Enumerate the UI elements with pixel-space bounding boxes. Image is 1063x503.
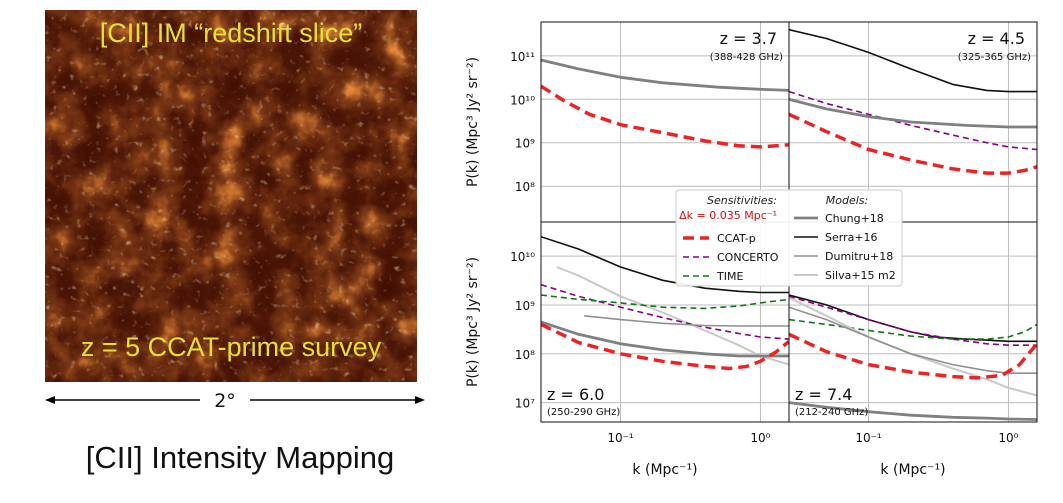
panel-frequency-label: (250-290 GHz) [547, 407, 620, 418]
scale-label: 2° [214, 390, 236, 412]
panel-z-label: z = 7.4 [795, 385, 852, 404]
intensity-map-image [45, 10, 417, 382]
series-line-chung [789, 97, 1037, 129]
y-tick-label: 10⁹ [515, 137, 535, 151]
y-tick-label: 10⁸ [515, 180, 535, 194]
y-tick-label: 10⁹ [515, 299, 535, 313]
series-line-time [541, 294, 789, 310]
power-spectrum-plots: 10⁸ 10⁹ 10¹⁰ 10¹¹ z = 3.7 (388-428 GHz) z = 4.… [465, 21, 1038, 478]
series-line-dumitru [584, 315, 789, 327]
panel-frequency-label: (388-428 GHz) [710, 52, 783, 63]
series-line-concerto [789, 295, 1037, 347]
series-line-silva [556, 266, 789, 366]
cii-intensity-map: [CII] IM “redshift slice” z = 5 CCAT-pri… [45, 10, 417, 382]
panel-z-label: z = 6.0 [547, 385, 604, 404]
panel-frequency-label: (212-240 GHz) [795, 407, 868, 418]
angular-scale-bar: 2° [45, 390, 425, 412]
series-line-concerto [789, 90, 1037, 151]
series-line-chung [789, 401, 1037, 421]
y-tick-label: 10¹¹ [510, 50, 535, 64]
legend-delta-k: Δk = 0.035 Mpc⁻¹ [679, 209, 777, 222]
series-line-time [789, 318, 1037, 340]
panel-frequency-label: (325-365 GHz) [958, 52, 1031, 63]
y-tick-label: 10¹⁰ [510, 250, 535, 264]
legend-models-title: Models: [826, 194, 868, 207]
legend-label-time: TIME [716, 270, 743, 283]
series-line-ccatp [789, 112, 1037, 175]
map-title: [CII] IM “redshift slice” [99, 18, 363, 48]
legend-label-chung: Chung+18 [825, 212, 884, 225]
arrow-right-icon [415, 396, 425, 404]
series-line-ccatp [541, 84, 789, 149]
x-axis-label: k (Mpc⁻¹) [880, 462, 945, 478]
x-tick-label: 10⁻¹ [607, 431, 634, 445]
series-line-ccatp [789, 332, 1037, 380]
y-tick-label: 10⁷ [515, 397, 535, 411]
panel-frame [788, 221, 1038, 423]
legend-label-dumitru: Dumitru+18 [825, 250, 893, 263]
legend-label-silva: Silva+15 m2 [825, 269, 896, 282]
x-tick-label: 10⁰ [998, 431, 1018, 445]
panel-z-label: z = 3.7 [720, 29, 777, 48]
x-tick-label: 10⁻¹ [855, 431, 882, 445]
series-line-serra [789, 294, 1037, 343]
series-line-ccatp [541, 322, 789, 371]
series-line-concerto [541, 283, 789, 340]
legend-sensitivities-title: Sensitivities: [707, 194, 777, 207]
x-axis-label: k (Mpc⁻¹) [632, 462, 697, 478]
y-axis-label: P(k) (Mpc³ Jy² sr⁻²) [465, 57, 481, 187]
x-tick-label: 10⁰ [750, 431, 770, 445]
panel-z-label: z = 4.5 [968, 29, 1025, 48]
legend-label-concerto: CONCERTO [717, 251, 779, 264]
y-tick-label: 10⁸ [515, 348, 535, 362]
legend-box [675, 189, 903, 287]
series-line-chung [541, 58, 789, 92]
series-line-serra [789, 28, 1037, 93]
legend-label-ccatp: CCAT-p [717, 232, 756, 245]
figure-caption: [CII] Intensity Mapping [85, 440, 395, 475]
series-line-silva [789, 296, 1037, 397]
arrow-left-icon [45, 396, 55, 404]
legend-label-serra: Serra+16 [825, 231, 878, 244]
survey-label: z = 5 CCAT-prime survey [80, 332, 382, 362]
y-axis-label: P(k) (Mpc³ Jy² sr⁻²) [465, 257, 481, 387]
y-tick-label: 10¹⁰ [510, 93, 535, 107]
series-line-chung [541, 320, 789, 358]
